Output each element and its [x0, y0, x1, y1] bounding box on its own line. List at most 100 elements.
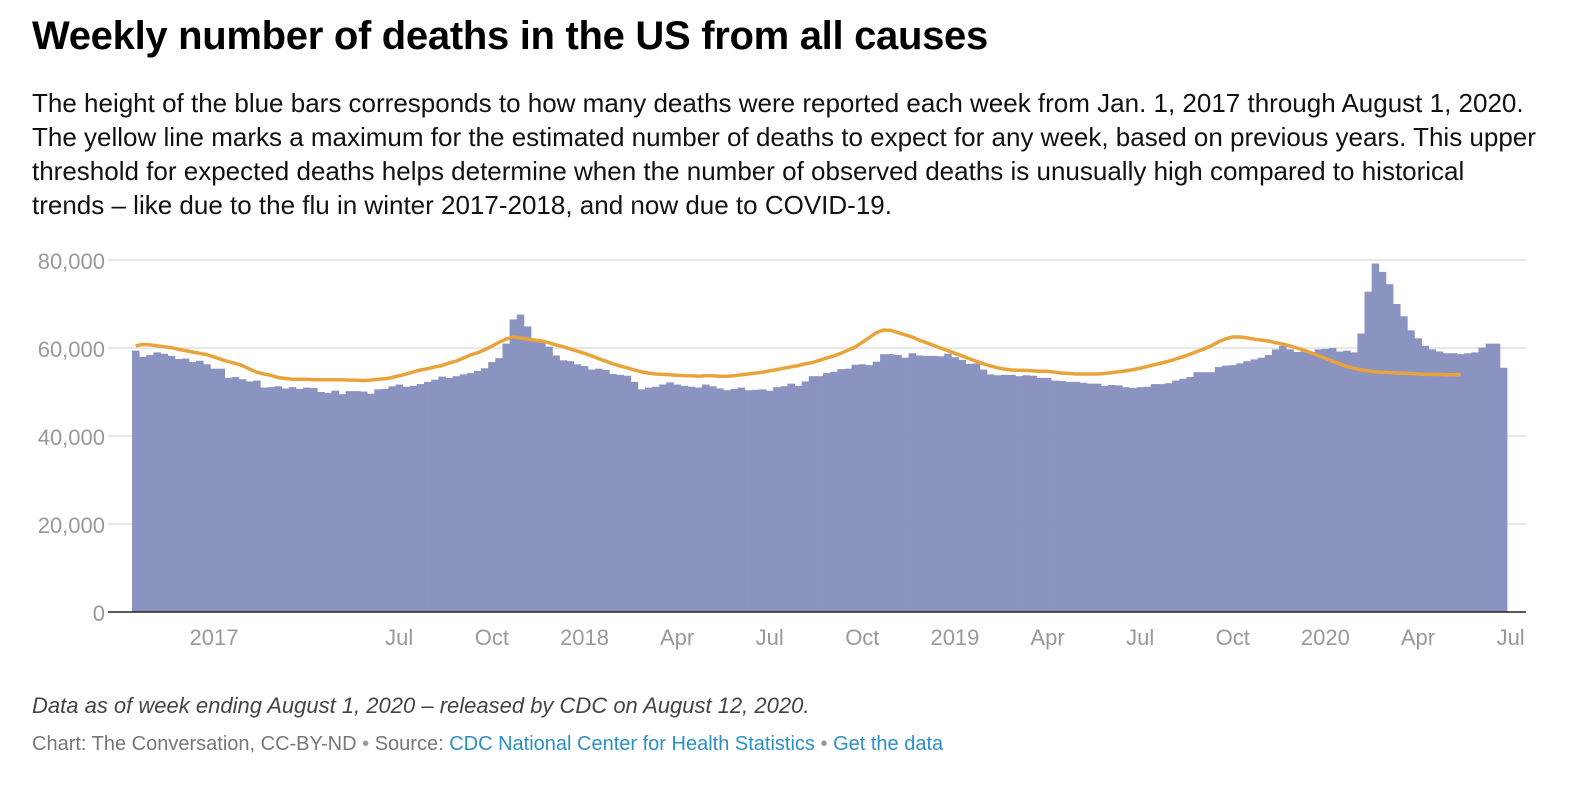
week-bar: [1264, 355, 1273, 612]
week-bar: [359, 391, 368, 612]
week-bar: [1435, 351, 1444, 612]
week-bar: [1058, 381, 1066, 612]
week-bar: [188, 362, 197, 612]
week-bar: [431, 379, 439, 612]
deaths-chart: 0 20,000 40,000 60,000 80,000 2017 Jul Oct 2018…: [38, 249, 1526, 650]
week-bar: [367, 393, 375, 612]
week-bar: [701, 384, 710, 612]
week-bar: [302, 387, 311, 612]
x-tick-label: Jul: [756, 625, 784, 650]
week-bar: [538, 342, 546, 612]
week-bar: [815, 376, 824, 612]
week-bar: [1321, 348, 1330, 612]
week-bar: [331, 390, 340, 612]
week-bar: [1229, 365, 1237, 612]
week-bar: [488, 362, 496, 612]
week-bar: [1200, 372, 1209, 612]
week-bar: [644, 387, 653, 612]
week-bar: [616, 374, 624, 612]
week-bar: [139, 356, 147, 612]
week-bar: [545, 346, 553, 612]
chart-subtitle: The height of the blue bars corresponds …: [32, 88, 1536, 220]
week-bar: [830, 371, 838, 612]
week-bar: [1186, 377, 1194, 612]
week-bar: [196, 360, 204, 612]
week-bar: [808, 376, 817, 612]
week-bar: [1286, 349, 1294, 612]
week-bar: [253, 380, 261, 612]
x-tick-label: 2020: [1301, 625, 1350, 650]
week-bar: [217, 368, 226, 612]
week-bar: [623, 375, 632, 612]
week-bar: [937, 356, 945, 612]
week-bar: [951, 357, 959, 612]
y-tick-label: 20,000: [38, 513, 105, 538]
x-tick-label: Jul: [1497, 625, 1525, 650]
week-bar: [267, 387, 275, 612]
week-bar: [908, 353, 917, 612]
week-bar: [1093, 383, 1102, 612]
week-bar: [1100, 385, 1109, 612]
x-tick-label: 2017: [190, 625, 239, 650]
week-bar: [687, 386, 696, 612]
week-bar: [324, 392, 332, 612]
week-bar: [880, 354, 888, 612]
week-bar: [352, 391, 361, 612]
week-bar: [787, 383, 795, 612]
week-bar: [224, 377, 233, 612]
week-bar: [994, 375, 1002, 612]
week-bar: [1393, 304, 1401, 612]
week-bar: [801, 381, 810, 612]
week-bar: [1029, 375, 1038, 612]
get-the-data-link[interactable]: Get the data: [833, 733, 944, 755]
week-bar: [516, 314, 525, 612]
week-bar: [758, 389, 767, 612]
week-bar: [723, 390, 731, 612]
week-bar: [602, 370, 610, 612]
week-bar: [438, 376, 446, 612]
source-link[interactable]: CDC National Center for Health Statistic…: [449, 733, 815, 755]
week-bar: [160, 353, 169, 612]
week-bar: [1428, 349, 1437, 612]
x-tick-label: Oct: [475, 625, 509, 650]
week-bar: [1001, 374, 1009, 612]
week-bar: [744, 390, 753, 612]
x-tick-label: 2018: [560, 625, 609, 650]
week-bar: [466, 373, 475, 612]
data-note: Data as of week ending August 1, 2020 – …: [32, 693, 810, 718]
weekly-deaths-bars: [132, 263, 1508, 612]
week-bar: [495, 358, 503, 612]
credit-prefix: Chart: The Conversation, CC-BY-ND: [32, 733, 357, 755]
credit-separator: •: [362, 733, 370, 755]
week-bar: [1165, 383, 1173, 612]
x-tick-label: Jul: [385, 625, 413, 650]
week-bar: [965, 363, 974, 612]
week-bar: [1279, 345, 1287, 612]
week-bar: [1150, 384, 1159, 612]
week-bar: [523, 326, 532, 612]
week-bar: [1143, 386, 1152, 612]
week-bar: [1350, 352, 1358, 612]
week-bar: [395, 384, 404, 612]
week-bar: [203, 364, 211, 612]
week-bar: [1108, 384, 1116, 612]
week-bar: [1122, 387, 1130, 612]
week-bar: [680, 385, 689, 612]
week-bar: [915, 355, 924, 612]
week-bar: [1015, 376, 1023, 612]
week-bar: [780, 386, 788, 612]
week-bar: [609, 373, 617, 612]
y-tick-label: 80,000: [38, 249, 105, 274]
week-bar: [1072, 381, 1080, 612]
credit-line: Chart: The Conversation, CC-BY-ND • Sour…: [32, 733, 943, 756]
week-bar: [473, 370, 482, 612]
week-bar: [238, 379, 247, 612]
week-bar: [573, 364, 582, 612]
week-bar: [424, 381, 432, 612]
week-bar: [174, 359, 183, 612]
week-bar: [1136, 387, 1145, 612]
week-bar: [1086, 383, 1095, 612]
week-bar: [566, 361, 575, 612]
week-bar: [281, 388, 290, 612]
week-bar: [1492, 343, 1501, 612]
